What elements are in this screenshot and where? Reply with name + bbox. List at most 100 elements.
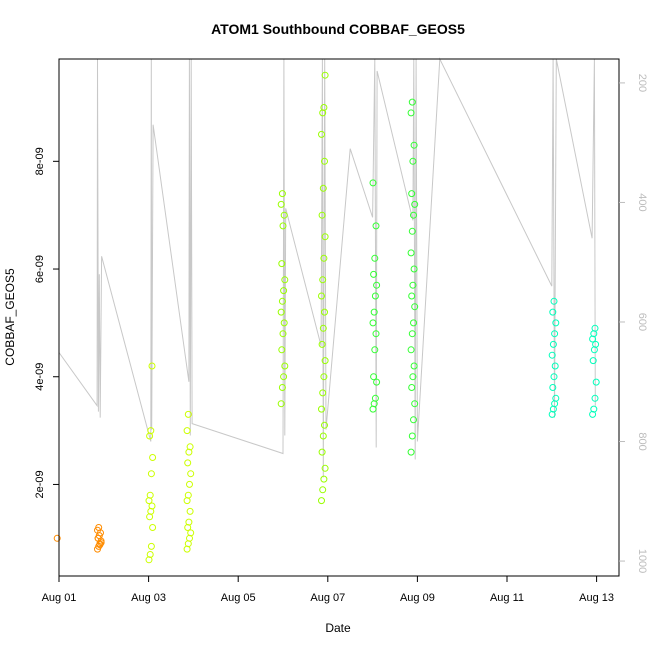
data-point bbox=[147, 542, 155, 550]
data-point bbox=[589, 357, 597, 365]
data-point bbox=[146, 551, 154, 558]
data-point bbox=[321, 464, 329, 472]
data-point bbox=[410, 319, 417, 327]
data-point bbox=[409, 157, 417, 165]
data-point bbox=[371, 394, 379, 402]
data-point bbox=[185, 518, 193, 526]
data-point bbox=[591, 394, 599, 402]
data-point bbox=[318, 448, 326, 456]
data-point bbox=[279, 330, 287, 338]
data-point bbox=[407, 109, 415, 117]
data-point bbox=[187, 470, 195, 478]
data-point bbox=[408, 330, 416, 338]
data-point bbox=[407, 346, 415, 354]
data-point bbox=[186, 480, 193, 488]
data-point bbox=[589, 410, 597, 418]
data-point bbox=[371, 292, 379, 300]
x-tick-label: Aug 03 bbox=[131, 592, 166, 604]
data-point bbox=[149, 524, 157, 531]
data-point bbox=[149, 454, 157, 461]
right-y-tick-label: 600 bbox=[636, 313, 648, 331]
data-point bbox=[589, 335, 597, 343]
data-point bbox=[369, 179, 377, 187]
altitude-trace-line bbox=[58, 57, 596, 478]
data-point bbox=[185, 448, 193, 456]
plot-frame bbox=[58, 58, 620, 577]
data-point bbox=[549, 340, 557, 348]
right-y-tick-label: 400 bbox=[636, 193, 648, 211]
right-y-tick-label: 1000 bbox=[636, 549, 648, 573]
data-point bbox=[148, 362, 156, 370]
data-point bbox=[549, 384, 557, 391]
data-point bbox=[321, 308, 328, 316]
data-point bbox=[551, 362, 559, 370]
data-point bbox=[408, 432, 416, 440]
right-y-tick-label: 800 bbox=[636, 432, 648, 450]
data-point bbox=[321, 421, 328, 429]
data-point bbox=[410, 141, 418, 149]
data-point bbox=[183, 427, 191, 435]
data-point bbox=[319, 432, 327, 440]
y-tick-label: 4e-09 bbox=[34, 363, 46, 391]
data-point bbox=[320, 373, 328, 381]
data-point bbox=[277, 308, 285, 316]
y-tick-label: 2e-09 bbox=[34, 470, 46, 498]
data-point bbox=[319, 324, 327, 332]
right-y-tick-label: 200 bbox=[636, 74, 648, 92]
data-point bbox=[319, 276, 327, 284]
x-tick-label: Aug 13 bbox=[579, 592, 614, 604]
data-point bbox=[372, 330, 380, 338]
data-point bbox=[408, 227, 416, 235]
data-point bbox=[592, 378, 600, 386]
x-axis: Aug 01 Aug 03 Aug 05 Aug 07 Aug 09 Aug 11 Aug … bbox=[42, 576, 614, 604]
data-point bbox=[409, 281, 417, 289]
data-point bbox=[371, 254, 379, 262]
data-point bbox=[373, 281, 381, 289]
data-point bbox=[550, 373, 558, 381]
data-point bbox=[278, 346, 286, 354]
y-tick-label: 8e-09 bbox=[34, 147, 46, 175]
data-point bbox=[411, 400, 419, 408]
data-point bbox=[369, 319, 377, 327]
data-point bbox=[408, 98, 416, 106]
data-point bbox=[411, 303, 419, 311]
data-point bbox=[408, 292, 416, 300]
data-point bbox=[318, 340, 326, 348]
x-tick-label: Aug 05 bbox=[221, 592, 256, 604]
data-point bbox=[318, 497, 325, 505]
data-point bbox=[549, 308, 557, 316]
data-point bbox=[281, 362, 289, 370]
data-point bbox=[591, 324, 599, 332]
data-point bbox=[373, 378, 381, 386]
data-point bbox=[407, 448, 415, 456]
x-tick-label: Aug 09 bbox=[400, 592, 435, 604]
data-point bbox=[372, 222, 380, 230]
data-point bbox=[280, 319, 288, 327]
data-point bbox=[281, 276, 289, 284]
chart-title: ATOM1 Southbound COBBAF_GEOS5 bbox=[211, 21, 465, 37]
data-point bbox=[409, 373, 417, 381]
data-point bbox=[95, 524, 103, 531]
data-point bbox=[318, 130, 325, 138]
data-point bbox=[321, 233, 329, 241]
data-point bbox=[408, 384, 416, 391]
x-tick-label: Aug 07 bbox=[310, 592, 345, 604]
data-point bbox=[145, 556, 153, 564]
data-point bbox=[410, 362, 418, 370]
data-point bbox=[321, 157, 328, 165]
data-point bbox=[280, 287, 288, 295]
data-point bbox=[551, 330, 559, 338]
altitude-trace-layer bbox=[58, 57, 596, 478]
data-point bbox=[411, 200, 419, 208]
data-point bbox=[548, 351, 556, 359]
data-point bbox=[277, 200, 285, 208]
data-point bbox=[277, 400, 285, 408]
data-point bbox=[148, 502, 156, 510]
data-point bbox=[186, 443, 194, 451]
data-points-layer bbox=[53, 71, 600, 564]
data-point bbox=[319, 389, 327, 397]
data-point bbox=[592, 340, 600, 348]
data-point bbox=[371, 346, 379, 354]
data-point bbox=[184, 491, 192, 499]
